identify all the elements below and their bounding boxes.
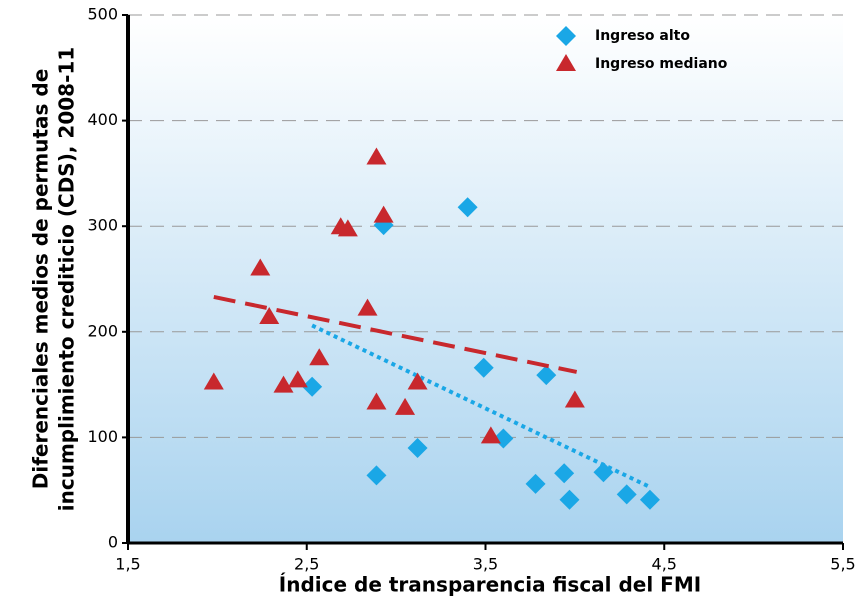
diamond-point <box>407 437 428 458</box>
trend-line <box>213 294 578 374</box>
y-tick-label: 0 <box>108 533 118 552</box>
trend-line <box>311 323 651 489</box>
x-tick-label: 2,5 <box>294 555 319 574</box>
y-tick-label: 500 <box>87 5 118 24</box>
diamond-point <box>525 473 546 494</box>
x-tick-label: 1,5 <box>115 555 140 574</box>
triangle-point <box>337 219 358 237</box>
x-axis-label: Índice de transparencia fiscal del FMI <box>279 573 701 597</box>
plot-area <box>128 15 843 543</box>
y-axis-label: incumplimiento crediticio (CDS), 2008-11 <box>55 47 79 511</box>
diamond-point <box>302 376 323 397</box>
diamond-point <box>554 463 575 484</box>
triangle-point <box>309 348 330 366</box>
triangle-point <box>395 397 416 415</box>
y-tick-label: 400 <box>87 110 118 129</box>
diamond-point <box>616 484 637 505</box>
diamond-point <box>473 357 494 378</box>
legend-label: Ingreso alto <box>595 28 690 44</box>
triangle-point <box>366 147 387 165</box>
y-tick-label: 100 <box>87 427 118 446</box>
triangle-point <box>556 54 576 71</box>
triangle-point <box>357 298 378 316</box>
diamond-point <box>593 462 614 483</box>
triangle-point <box>203 372 224 390</box>
y-axis-label: Diferenciales medios de permutas de <box>29 69 53 490</box>
triangle-point <box>273 375 294 393</box>
diamond-point <box>366 465 387 486</box>
diamond-point <box>493 428 514 449</box>
triangle-point <box>480 426 501 444</box>
x-tick-label: 5,5 <box>830 555 855 574</box>
triangle-point <box>373 205 394 223</box>
triangle-point <box>250 258 271 276</box>
y-tick-label: 300 <box>87 216 118 235</box>
triangle-point <box>259 307 280 325</box>
diamond-point <box>556 26 576 46</box>
diamond-point <box>559 489 580 510</box>
legend-label: Ingreso mediano <box>595 56 728 72</box>
triangle-point <box>564 390 585 408</box>
diamond-point <box>536 365 557 386</box>
triangle-point <box>366 392 387 410</box>
y-tick-label: 200 <box>87 321 118 340</box>
diamond-point <box>639 489 660 510</box>
x-tick-label: 4,5 <box>652 555 677 574</box>
triangle-point <box>287 370 308 388</box>
diamond-point <box>457 197 478 218</box>
x-tick-label: 3,5 <box>473 555 498 574</box>
triangle-point <box>407 372 428 390</box>
